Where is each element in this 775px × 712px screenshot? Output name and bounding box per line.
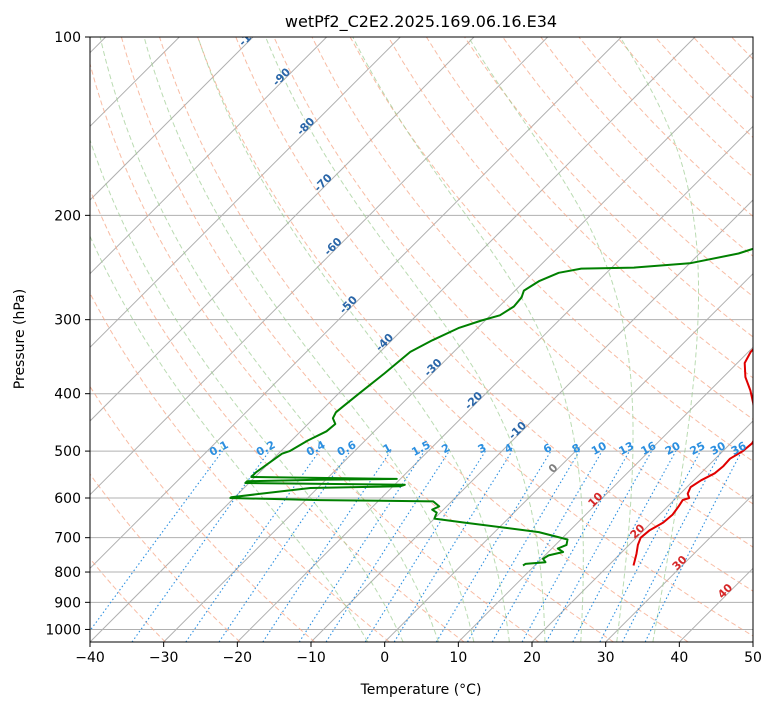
x-tick-label: 10	[449, 650, 467, 666]
chart-title: wetPf2_C2E2.2025.169.06.16.E34	[285, 12, 557, 32]
x-tick-label: 40	[670, 650, 688, 666]
x-tick-label: 50	[744, 650, 762, 666]
y-tick-label: 1000	[45, 622, 81, 638]
x-tick-label: 20	[523, 650, 541, 666]
y-tick-label: 600	[54, 491, 81, 507]
y-tick-label: 700	[54, 531, 81, 547]
x-tick-label: −10	[296, 650, 326, 666]
y-tick-label: 100	[54, 30, 81, 46]
y-tick-label: 800	[54, 565, 81, 581]
x-axis-label: Temperature (°C)	[360, 682, 482, 698]
y-tick-label: 900	[54, 595, 81, 611]
y-tick-label: 200	[54, 208, 81, 224]
x-tick-label: 30	[597, 650, 615, 666]
y-tick-label: 400	[54, 387, 81, 403]
x-tick-label: −40	[75, 650, 105, 666]
y-tick-label: 300	[54, 313, 81, 329]
y-tick-label: 500	[54, 444, 81, 460]
y-axis-label: Pressure (hPa)	[12, 289, 28, 389]
x-tick-label: −30	[149, 650, 179, 666]
x-tick-label: 0	[380, 650, 389, 666]
x-tick-label: −20	[223, 650, 253, 666]
